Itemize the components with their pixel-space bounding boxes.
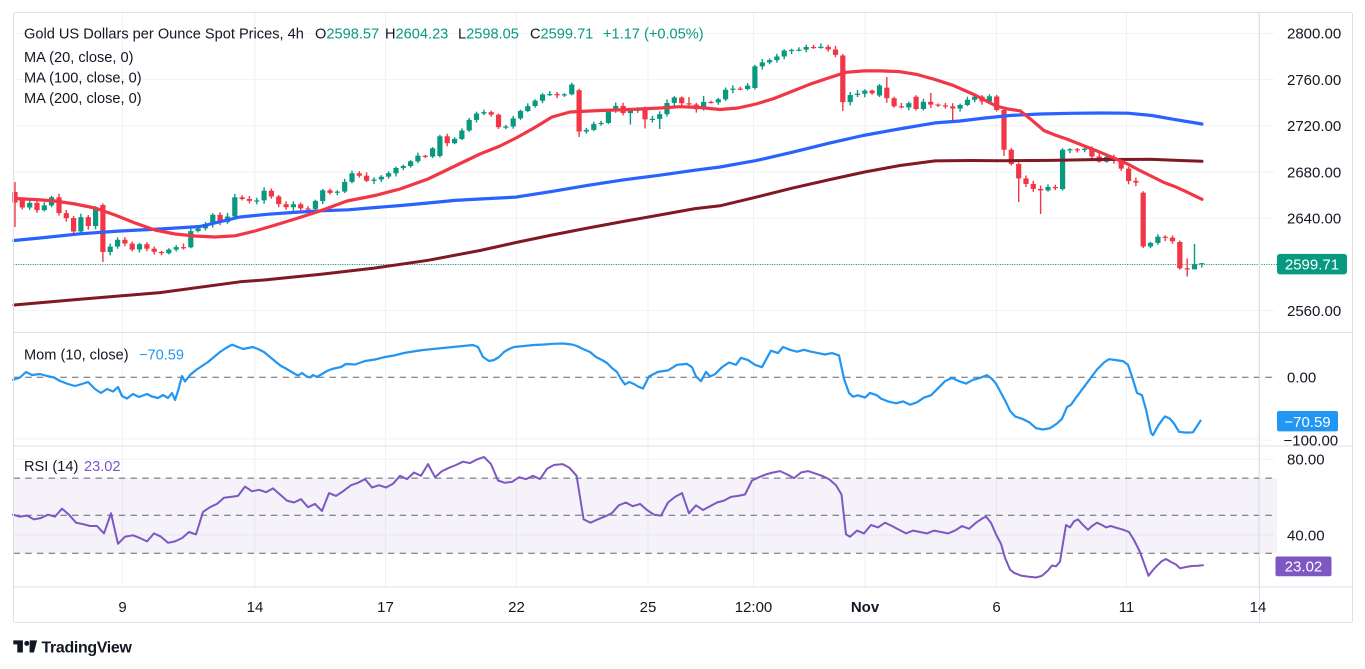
svg-text:6: 6 <box>992 599 1000 616</box>
svg-text:17: 17 <box>377 599 394 616</box>
svg-text:Gold US Dollars per Ounce Spot: Gold US Dollars per Ounce Spot Prices, 4… <box>24 26 704 42</box>
svg-text:Nov: Nov <box>851 599 880 616</box>
svg-text:2720.00: 2720.00 <box>1287 118 1341 135</box>
svg-text:Mom (10, close)−70.59: Mom (10, close) −70.59 <box>24 348 184 364</box>
svg-text:2599.71: 2599.71 <box>1285 256 1339 273</box>
svg-text:MA (100, close, 0): MA (100, close, 0) <box>24 70 142 86</box>
svg-text:23.02: 23.02 <box>1285 559 1323 576</box>
svg-text:14: 14 <box>1250 599 1267 616</box>
svg-text:9: 9 <box>118 599 126 616</box>
svg-text:−70.59: −70.59 <box>1284 414 1330 431</box>
svg-text:2560.00: 2560.00 <box>1287 303 1341 320</box>
svg-text:TradingView: TradingView <box>42 640 133 657</box>
svg-text:0.00: 0.00 <box>1287 370 1316 387</box>
svg-text:RSI (14)23.02: RSI (14) 23.02 <box>24 459 121 475</box>
svg-text:2800.00: 2800.00 <box>1287 26 1341 43</box>
svg-text:40.00: 40.00 <box>1287 527 1325 544</box>
svg-text:14: 14 <box>247 599 264 616</box>
svg-text:80.00: 80.00 <box>1287 452 1325 469</box>
svg-text:22: 22 <box>508 599 525 616</box>
svg-text:12:00: 12:00 <box>735 599 773 616</box>
svg-text:2640.00: 2640.00 <box>1287 211 1341 228</box>
svg-text:MA (20, close, 0): MA (20, close, 0) <box>24 50 134 66</box>
svg-text:−100.00: −100.00 <box>1284 433 1339 450</box>
svg-text:25: 25 <box>640 599 657 616</box>
svg-text:11: 11 <box>1119 599 1135 616</box>
svg-text:2680.00: 2680.00 <box>1287 164 1341 181</box>
svg-text:2760.00: 2760.00 <box>1287 72 1341 89</box>
svg-text:MA (200, close, 0): MA (200, close, 0) <box>24 91 142 107</box>
